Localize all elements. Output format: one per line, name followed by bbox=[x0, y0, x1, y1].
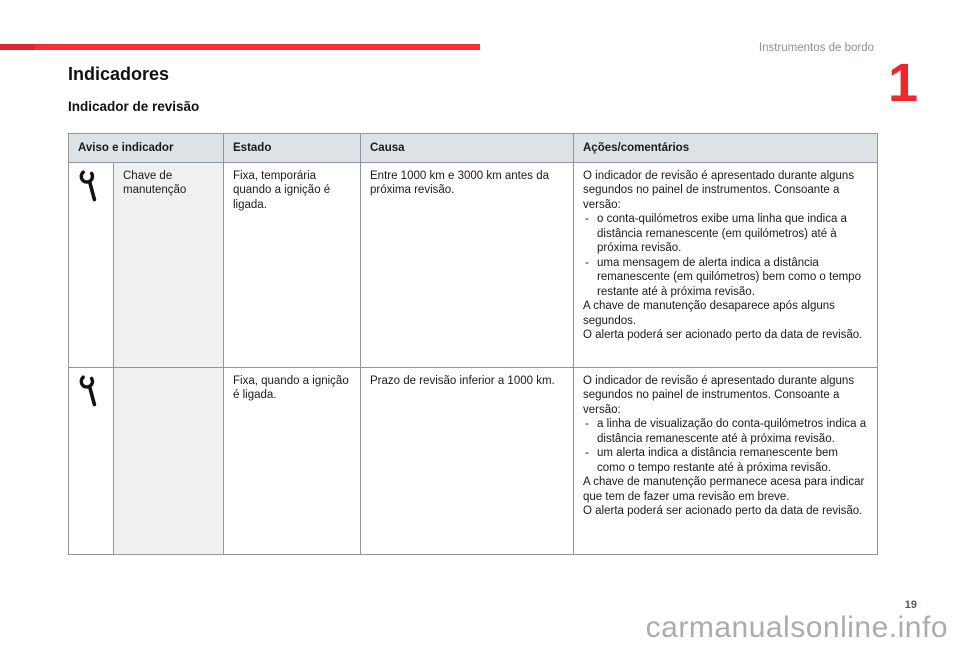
bullet-marker: - bbox=[585, 447, 589, 459]
acoes-intro: O indicador de revisão é apresentado dur… bbox=[583, 169, 855, 211]
table-row: Chave de manutenção Fixa, temporária qua… bbox=[68, 161, 878, 368]
causa-cell: Entre 1000 km e 3000 km antes da próxima… bbox=[360, 161, 574, 368]
chapter-number: 1 bbox=[887, 53, 918, 113]
header-causa: Causa bbox=[360, 133, 574, 163]
indicator-label: Chave de manutenção bbox=[113, 161, 224, 368]
bullet-text: uma mensagem de alerta indica a distânci… bbox=[597, 256, 861, 298]
section-subtitle: Indicador de revisão bbox=[68, 99, 200, 114]
bullet-marker: - bbox=[585, 213, 589, 225]
indicator-icon-cell bbox=[68, 161, 114, 368]
page-number: 19 bbox=[904, 599, 917, 611]
bullet-marker: - bbox=[585, 418, 589, 430]
acoes-bullet: - o conta-quilómetros exibe uma linha qu… bbox=[583, 212, 869, 256]
watermark-text: carmanualsonline.info bbox=[645, 611, 948, 644]
acoes-bullet: - uma mensagem de alerta indica a distân… bbox=[583, 256, 869, 300]
acoes-note: A chave de manutenção permanece acesa pa… bbox=[583, 476, 865, 503]
acoes-bullet: - um alerta indica a distância remanesce… bbox=[583, 446, 869, 475]
chapter-label: Instrumentos de bordo bbox=[758, 42, 874, 54]
acoes-cell: O indicador de revisão é apresentado dur… bbox=[573, 161, 878, 368]
bullet-text: a linha de visualização do conta-quilóme… bbox=[597, 418, 867, 445]
acoes-note: A chave de manutenção desaparece após al… bbox=[583, 300, 835, 327]
wrench-icon bbox=[78, 169, 102, 208]
header-estado: Estado bbox=[223, 133, 361, 163]
bullet-text: o conta-quilómetros exibe uma linha que … bbox=[597, 213, 847, 254]
acoes-note: O alerta poderá ser acionado perto da da… bbox=[583, 329, 863, 341]
header-aviso-e-indicador: Aviso e indicador bbox=[68, 133, 224, 163]
revision-indicator-table: Aviso e indicador Estado Causa Ações/com… bbox=[68, 133, 878, 555]
accent-bar-dark bbox=[0, 44, 35, 50]
acoes-bullet: - a linha de visualização do conta-quiló… bbox=[583, 417, 869, 446]
acoes-cell: O indicador de revisão é apresentado dur… bbox=[573, 366, 878, 555]
estado-cell: Fixa, quando a ignição é ligada. bbox=[223, 366, 361, 555]
table-row: Fixa, quando a ignição é ligada. Prazo d… bbox=[68, 366, 878, 555]
acoes-intro: O indicador de revisão é apresentado dur… bbox=[583, 374, 855, 416]
accent-bar-bright bbox=[35, 44, 480, 50]
indicator-label bbox=[113, 366, 224, 555]
header-acoes-comentarios: Ações/comentários bbox=[573, 133, 878, 163]
estado-cell: Fixa, temporária quando a ignição é liga… bbox=[223, 161, 361, 368]
acoes-note: O alerta poderá ser acionado perto da da… bbox=[583, 505, 863, 517]
bullet-text: um alerta indica a distância remanescent… bbox=[597, 447, 838, 474]
page-title: Indicadores bbox=[68, 64, 170, 84]
causa-cell: Prazo de revisão inferior a 1000 km. bbox=[360, 366, 574, 555]
wrench-icon bbox=[78, 374, 102, 413]
indicator-icon-cell bbox=[68, 366, 114, 555]
table-header-row: Aviso e indicador Estado Causa Ações/com… bbox=[68, 133, 878, 163]
bullet-marker: - bbox=[585, 256, 589, 269]
